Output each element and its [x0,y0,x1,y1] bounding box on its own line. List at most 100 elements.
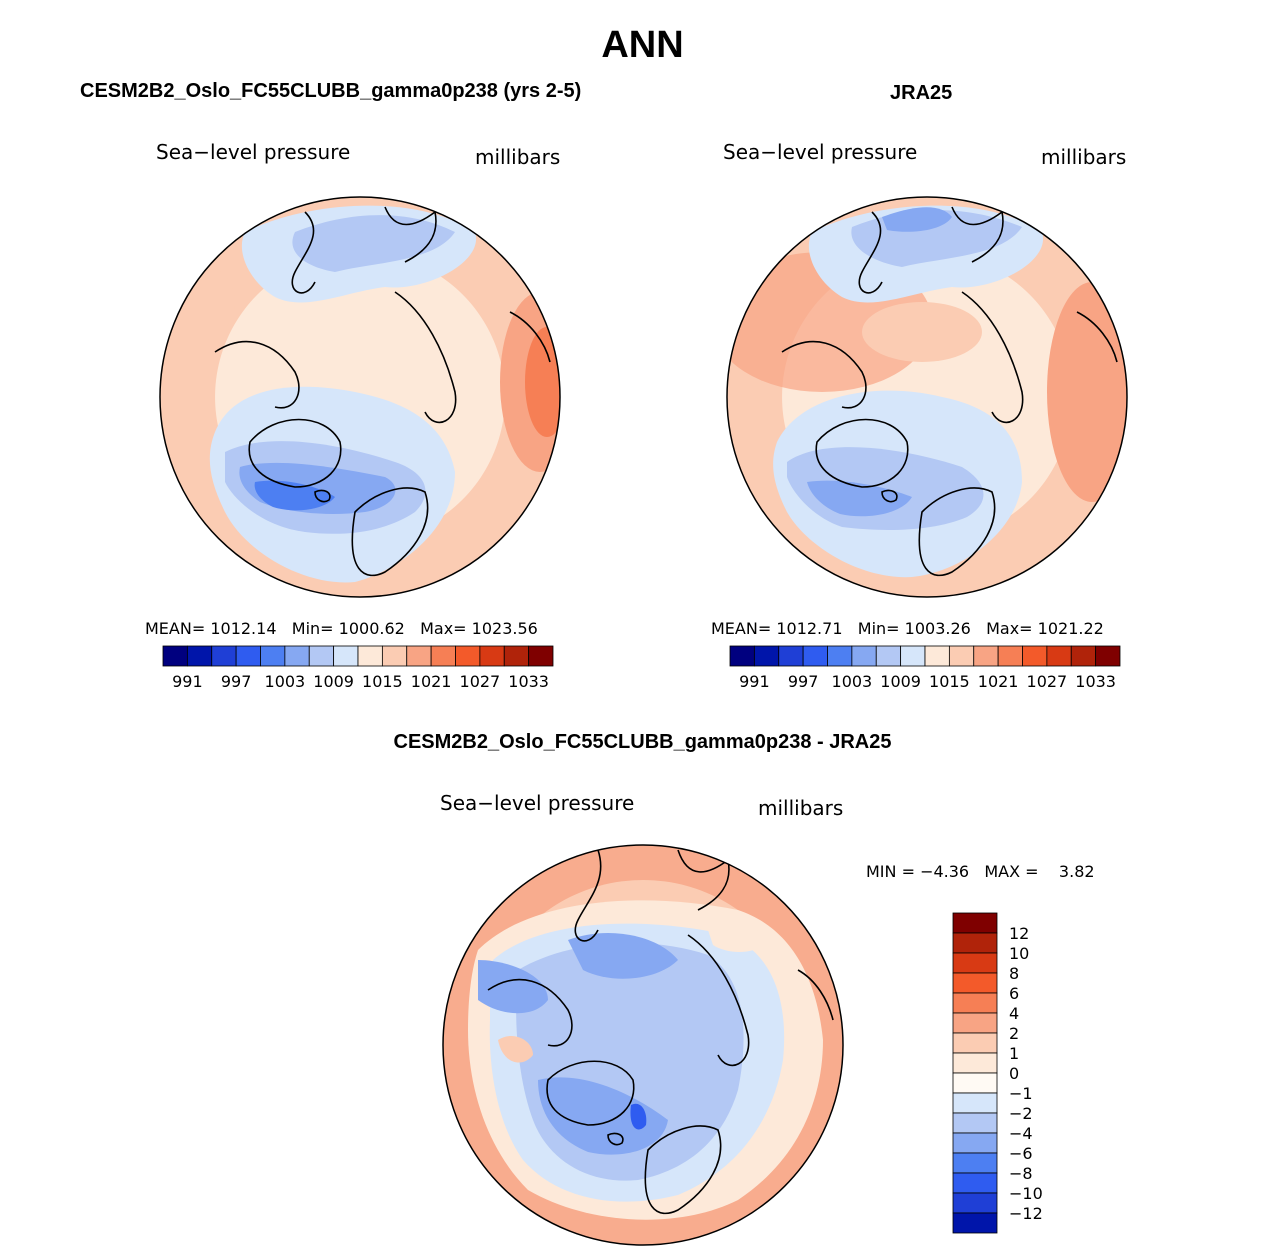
colorbar-swatch [827,645,853,667]
colorbar-obs: 991 997 1003 1009 1015 1021 1027 1033 [729,645,1121,691]
max-value: 3.82 [1058,862,1095,881]
colorbar-tick-label: 1003 [265,672,306,691]
map-fill-low-north-core [882,207,952,232]
colorbar-swatch [186,645,213,667]
colorbar-swatch [235,645,261,667]
min-value: −4.36 [920,862,970,881]
map-fill-low-core [630,1103,647,1130]
units-label: millibars [758,796,844,820]
panel-title-model: CESM2B2_Oslo_FC55CLUBB_gamma0p238 (yrs 2… [80,80,582,102]
colorbar-tick-label: 991 [172,672,203,691]
colorbar-swatch [430,645,456,667]
colorbar-tick-label: 4 [1009,1004,1019,1023]
colorbar-tick-label: −4 [1009,1124,1033,1143]
coastline-greenland [546,1060,635,1126]
mean-value: 1012.71 [776,619,843,638]
map-border [159,196,561,598]
colorbar-tick-label: −8 [1009,1164,1033,1183]
colorbar-swatch [952,1052,998,1074]
colorbar-swatch [528,645,554,667]
min-label: Min= [857,619,900,638]
colorbar-swatch [997,645,1023,667]
mean-label: MEAN= [145,619,206,638]
colorbar-swatch [973,645,999,667]
colorbar-tick-label: −12 [1009,1204,1043,1223]
colorbar-swatch [729,645,755,667]
colorbar-swatch [778,645,804,667]
coastline [291,211,316,294]
colorbar-tick-label: 1009 [313,672,354,691]
colorbar-swatch [1022,645,1048,667]
colorbar-tick-label: 1 [1009,1044,1019,1063]
colorbar-tick-label: 991 [739,672,770,691]
colorbar-swatch [357,645,383,667]
coastline-scandinavia [918,487,996,577]
colorbar-tick-label: −10 [1009,1184,1043,1203]
polar-map-diff [442,844,844,1246]
coastline-iceland [881,489,898,503]
coastline-canada [214,340,300,409]
stats-line: MEAN= 1012.71 Min= 1003.26 Max= 1021.22 [711,619,1104,638]
max-label: Max= [986,619,1033,638]
coastline-siberia [961,291,1024,424]
colorbar-swatch [952,972,998,994]
colorbar-tick-label: 12 [1009,924,1029,943]
stats-line: MIN = −4.36 MAX = 3.82 [866,862,1095,881]
colorbar-swatch [952,1132,998,1154]
colorbar-swatch [381,645,408,667]
coastline-scandinavia [644,1125,722,1215]
coastline-siberia [394,291,457,424]
map-border [442,844,844,1246]
colorbar-tick-label: 1015 [929,672,970,691]
colorbar-tick-label: 10 [1009,944,1029,963]
colorbar-swatch [952,1152,998,1174]
colorbar-swatch [952,912,998,934]
colorbar-swatch [802,645,828,667]
colorbar-tick-label: 6 [1009,984,1019,1003]
colorbar-swatch [952,1212,998,1234]
figure-title: ANN [601,24,684,66]
colorbar-swatch [211,645,237,667]
map-fill-low-west [478,960,548,1014]
colorbar-swatch [952,1172,998,1194]
coastline-canada [487,978,573,1047]
colorbar-tick-label: 1027 [1027,672,1068,691]
variable-label: Sea−level pressure [723,140,918,164]
max-label: Max= [420,619,467,638]
colorbar-tick-label: 0 [1009,1064,1019,1083]
colorbar-swatch [479,645,505,667]
colorbar-tick-label: 8 [1009,964,1019,983]
colorbar-tick-label: 1027 [460,672,501,691]
map-fill-warm-patch [498,1035,533,1063]
colorbar-tick-label: 1033 [1075,672,1116,691]
map-fill-low-north-core [292,215,455,272]
colorbar-swatch [952,932,998,954]
mean-value: 1012.14 [210,619,277,638]
coastline-lake [509,311,551,363]
coastline [858,211,883,294]
panel-title-obs: JRA25 [890,82,953,104]
colorbar-tick-label: 1003 [832,672,873,691]
map-fill-low-atlantic [538,1077,668,1155]
colorbar-swatch [952,1072,998,1094]
colorbar-swatch [952,992,998,1014]
polar-map-obs [726,196,1128,598]
colorbar-swatch [952,1032,998,1054]
colorbar-tick-label: 997 [221,672,252,691]
colorbar-swatch [1095,645,1121,667]
coastline-iceland [607,1132,624,1146]
coastline [574,849,602,942]
colorbar-tick-label: 1015 [362,672,403,691]
min-label: Min= [291,619,334,638]
colorbar-swatch [284,645,310,667]
colorbar-tick-label: −2 [1009,1104,1033,1123]
colorbar-swatch [900,645,926,667]
mean-label: MEAN= [711,619,772,638]
max-value: 1023.56 [471,619,538,638]
units-label: millibars [1041,145,1127,169]
map-fill-neutral-patch [708,924,768,952]
min-label: MIN = [866,862,915,881]
colorbar-swatch [875,645,902,667]
coastline-scandinavia [351,487,429,577]
